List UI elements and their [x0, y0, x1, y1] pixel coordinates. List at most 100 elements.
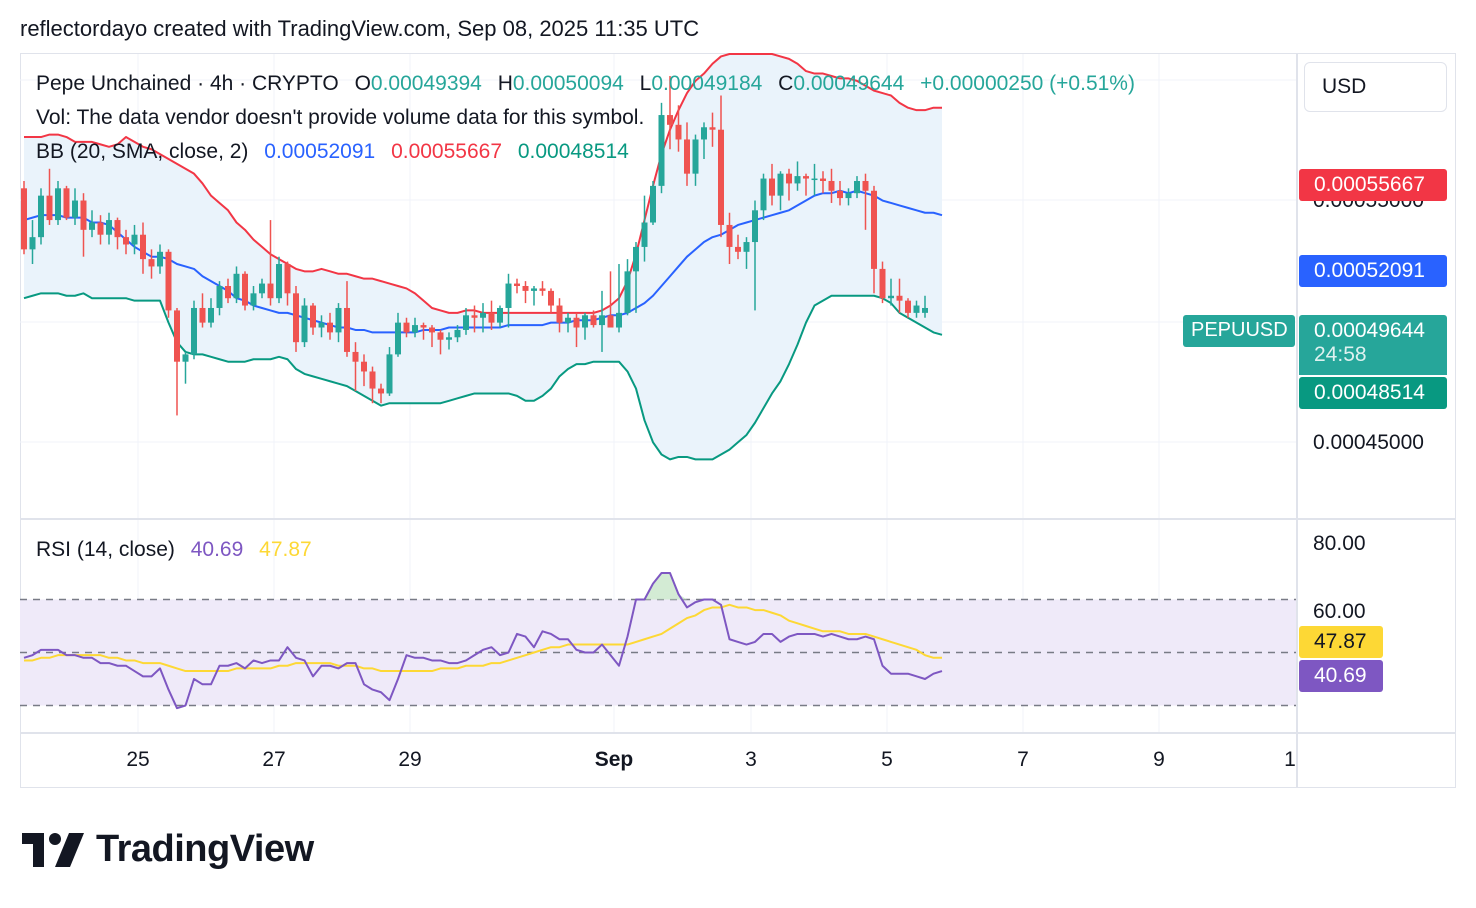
candle-body [55, 188, 61, 221]
chart-caption: reflectordayo created with TradingView.c… [20, 16, 700, 41]
rsi-tick-60: 60.00 [1313, 600, 1366, 623]
candle-body [590, 315, 597, 326]
candle-body [97, 222, 104, 235]
candle-body [607, 315, 614, 328]
candle-body [395, 322, 401, 355]
low-value: 0.00049184 [651, 72, 763, 95]
candle-body [140, 234, 146, 260]
bb-lower-value: 0.00048514 [517, 140, 629, 163]
high-value: 0.00050094 [512, 72, 624, 95]
candle-body [148, 259, 155, 267]
candle-body [242, 273, 248, 306]
candle-body [692, 139, 699, 174]
candle-body [854, 180, 860, 194]
candle-body [46, 195, 53, 221]
candle-body [497, 307, 503, 323]
candle-body [191, 307, 197, 355]
candle-body [174, 310, 180, 362]
rsi-ma-line [24, 603, 942, 673]
close-value: 0.00049644 [793, 72, 905, 95]
low-label: L [639, 72, 652, 95]
candle-body [301, 305, 308, 343]
candle-body [182, 354, 189, 362]
candle-body [650, 185, 656, 223]
candle-body [684, 139, 690, 174]
candle-body [454, 329, 461, 338]
candle-body [624, 271, 631, 313]
candle-body [412, 325, 418, 333]
candle-body [531, 288, 537, 291]
candle-body [233, 273, 240, 299]
candle-body [667, 115, 673, 125]
candle-body [361, 361, 367, 372]
time-label-5: 5 [881, 748, 893, 771]
candle-body [446, 337, 452, 340]
rsi-value: 40.69 [190, 538, 244, 561]
candle-body [837, 190, 843, 199]
bb-label[interactable]: BB (20, SMA, close, 2) [36, 140, 249, 163]
candle-body [284, 264, 291, 294]
last-price-value: 0.00049644 [1314, 319, 1425, 342]
candle-body [556, 305, 563, 323]
candle-body [871, 190, 877, 269]
candle-body [216, 286, 223, 308]
candle-body [820, 178, 826, 181]
candle-body [862, 180, 869, 191]
candle-body [276, 264, 282, 299]
candle-body [582, 315, 588, 328]
time-label-next: 1 [1284, 748, 1296, 771]
candle-body [123, 237, 129, 245]
rsi-tick-80: 80.00 [1313, 532, 1366, 555]
candle-body [429, 327, 435, 333]
tradingview-logo[interactable]: TradingView [22, 828, 314, 871]
candle-body [327, 322, 333, 333]
last-price-tag: 0.00049644 24:58 [1299, 315, 1447, 375]
rsi-overbought-fill [661, 573, 670, 600]
bb-fill [24, 54, 942, 460]
rsi-ma-tag: 47.87 [1299, 626, 1383, 658]
candle-body [726, 224, 733, 247]
candle-body [769, 178, 775, 196]
candle-body [539, 288, 546, 291]
candle-body [378, 388, 384, 394]
open-label: O [354, 72, 371, 95]
symbol-tag: PEPUUSD [1183, 315, 1295, 347]
candle-body [777, 173, 784, 196]
candle-body [369, 371, 376, 389]
candle-body [828, 180, 835, 191]
rsi-label[interactable]: RSI (14, close) [36, 538, 175, 561]
candle-body [250, 293, 257, 306]
candle-body [157, 251, 163, 267]
rsi-tag: 40.69 [1299, 660, 1383, 692]
candle-body [743, 242, 750, 252]
candle-body [573, 317, 580, 328]
candle-body [641, 222, 648, 247]
candle-body [505, 283, 512, 308]
candle-body [21, 188, 27, 250]
volume-note: Vol: The data vendor doesn't provide vol… [36, 106, 645, 129]
symbol-title[interactable]: Pepe Unchained · 4h · CRYPTO [36, 72, 339, 95]
candle-body [786, 173, 792, 184]
candle-body [701, 127, 707, 140]
currency-selector[interactable]: USD [1304, 62, 1447, 112]
candle-body [131, 234, 138, 245]
candle-body [310, 305, 316, 328]
bb-legend: BB (20, SMA, close, 2) 0.00052091 0.0005… [36, 140, 633, 164]
candle-body [675, 124, 682, 140]
ohlc-legend: Pepe Unchained · 4h · CRYPTO O0.00049394… [36, 72, 1139, 96]
candle-body [352, 351, 359, 362]
candle-body [735, 246, 741, 252]
candle-body [913, 305, 920, 313]
time-label-3: 3 [745, 748, 757, 771]
candle-body [114, 220, 121, 238]
candle-body [709, 127, 716, 130]
candle-body [344, 307, 350, 352]
candle-body [488, 312, 495, 323]
tradingview-logo-icon [22, 832, 84, 867]
rsi-line [23, 572, 943, 710]
time-label-27: 27 [262, 748, 286, 771]
price-tick-2: 0.00045000 [1313, 431, 1424, 454]
candle-body [811, 178, 818, 181]
candle-body [225, 286, 231, 299]
